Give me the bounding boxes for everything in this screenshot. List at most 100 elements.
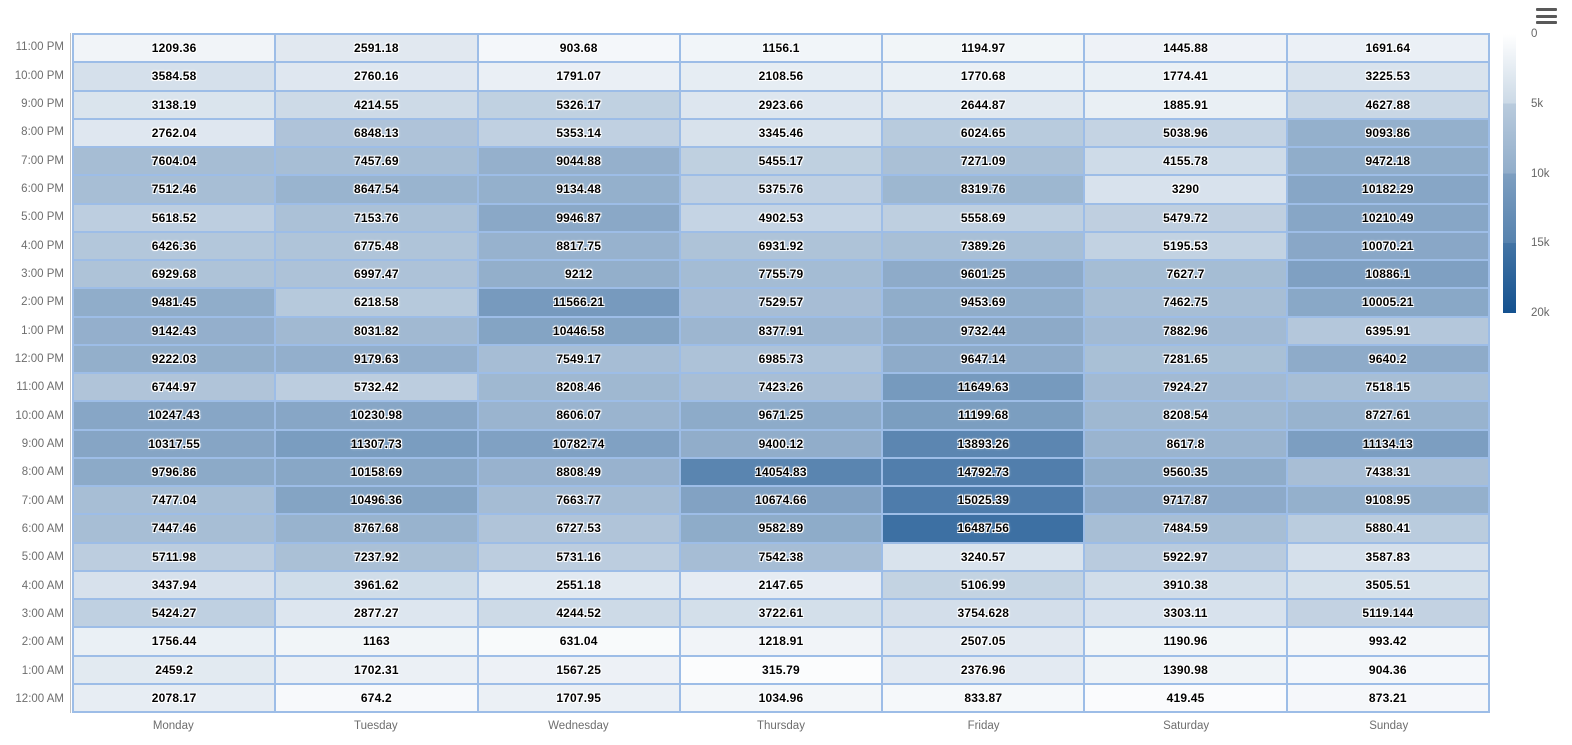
heatmap-cell[interactable]: 9472.18 [1287, 148, 1488, 175]
heatmap-cell[interactable]: 1218.91 [680, 628, 882, 655]
heatmap-cell[interactable]: 1445.88 [1085, 35, 1286, 62]
heatmap-cell[interactable]: 3437.94 [74, 571, 275, 598]
heatmap-cell[interactable]: 2760.16 [276, 63, 477, 90]
heatmap-cell[interactable]: 7477.04 [74, 487, 275, 514]
heatmap-cell[interactable]: 2108.56 [680, 63, 882, 90]
heatmap-cell[interactable]: 7549.17 [478, 345, 679, 372]
heatmap-cell[interactable]: 1156.1 [680, 35, 882, 62]
heatmap-cell[interactable]: 3240.57 [883, 543, 1084, 570]
heatmap-cell[interactable]: 3290 [1085, 176, 1286, 203]
heatmap-cell[interactable]: 5618.52 [74, 204, 275, 231]
heatmap-cell[interactable]: 4214.55 [276, 91, 477, 118]
heatmap-cell[interactable]: 5922.97 [1085, 543, 1286, 570]
heatmap-cell[interactable]: 11134.13 [1287, 430, 1488, 457]
heatmap-cell[interactable]: 674.2 [276, 684, 477, 711]
heatmap-cell[interactable]: 9093.86 [1287, 119, 1488, 146]
heatmap-cell[interactable]: 8817.75 [478, 232, 679, 259]
heatmap-cell[interactable]: 6218.58 [276, 289, 477, 316]
heatmap-cell[interactable]: 9560.35 [1085, 458, 1286, 485]
heatmap-cell[interactable]: 8808.49 [478, 458, 679, 485]
heatmap-cell[interactable]: 3754.628 [883, 600, 1084, 627]
heatmap-cell[interactable]: 9732.44 [883, 317, 1084, 344]
heatmap-cell[interactable]: 9212 [478, 261, 679, 288]
heatmap-cell[interactable]: 2762.04 [74, 119, 275, 146]
heatmap-cell[interactable]: 6744.97 [74, 374, 275, 401]
heatmap-cell[interactable]: 5353.14 [478, 119, 679, 146]
heatmap-cell[interactable]: 3345.46 [680, 119, 882, 146]
heatmap-cell[interactable]: 10674.66 [680, 487, 882, 514]
heatmap-cell[interactable]: 5326.17 [478, 91, 679, 118]
heatmap-cell[interactable]: 8617.8 [1085, 430, 1286, 457]
heatmap-cell[interactable]: 5880.41 [1287, 515, 1488, 542]
heatmap-cell[interactable]: 1209.36 [74, 35, 275, 62]
heatmap-cell[interactable]: 9453.69 [883, 289, 1084, 316]
heatmap-cell[interactable]: 7627.7 [1085, 261, 1286, 288]
heatmap-cell[interactable]: 6985.73 [680, 345, 882, 372]
heatmap-cell[interactable]: 15025.39 [883, 487, 1084, 514]
heatmap-cell[interactable]: 9582.89 [680, 515, 882, 542]
heatmap-cell[interactable]: 7447.46 [74, 515, 275, 542]
heatmap-cell[interactable]: 993.42 [1287, 628, 1488, 655]
heatmap-cell[interactable]: 903.68 [478, 35, 679, 62]
heatmap-cell[interactable]: 5195.53 [1085, 232, 1286, 259]
heatmap-cell[interactable]: 6848.13 [276, 119, 477, 146]
heatmap-cell[interactable]: 1390.98 [1085, 656, 1286, 683]
heatmap-cell[interactable]: 5732.42 [276, 374, 477, 401]
heatmap-cell[interactable]: 5711.98 [74, 543, 275, 570]
heatmap-cell[interactable]: 6929.68 [74, 261, 275, 288]
heatmap-cell[interactable]: 7924.27 [1085, 374, 1286, 401]
heatmap-cell[interactable]: 16487.56 [883, 515, 1084, 542]
heatmap-cell[interactable]: 2923.66 [680, 91, 882, 118]
heatmap-cell[interactable]: 7512.46 [74, 176, 275, 203]
heatmap-cell[interactable]: 8727.61 [1287, 402, 1488, 429]
heatmap-cell[interactable]: 8377.91 [680, 317, 882, 344]
heatmap-cell[interactable]: 7237.92 [276, 543, 477, 570]
heatmap-cell[interactable]: 10317.55 [74, 430, 275, 457]
heatmap-cell[interactable]: 6426.36 [74, 232, 275, 259]
heatmap-cell[interactable]: 4627.88 [1287, 91, 1488, 118]
heatmap-cell[interactable]: 7484.59 [1085, 515, 1286, 542]
heatmap-cell[interactable]: 8647.54 [276, 176, 477, 203]
heatmap-cell[interactable]: 9601.25 [883, 261, 1084, 288]
heatmap-cell[interactable]: 8767.68 [276, 515, 477, 542]
heatmap-cell[interactable]: 1770.68 [883, 63, 1084, 90]
heatmap-cell[interactable]: 3961.62 [276, 571, 477, 598]
heatmap-cell[interactable]: 9400.12 [680, 430, 882, 457]
heatmap-cell[interactable]: 1791.07 [478, 63, 679, 90]
heatmap-cell[interactable]: 11649.63 [883, 374, 1084, 401]
heatmap-cell[interactable]: 1774.41 [1085, 63, 1286, 90]
heatmap-cell[interactable]: 1567.25 [478, 656, 679, 683]
heatmap-cell[interactable]: 10230.98 [276, 402, 477, 429]
heatmap-cell[interactable]: 1034.96 [680, 684, 882, 711]
heatmap-cell[interactable]: 6727.53 [478, 515, 679, 542]
heatmap-cell[interactable]: 7389.26 [883, 232, 1084, 259]
heatmap-cell[interactable]: 4244.52 [478, 600, 679, 627]
heatmap-cell[interactable]: 3587.83 [1287, 543, 1488, 570]
heatmap-cell[interactable]: 9640.2 [1287, 345, 1488, 372]
heatmap-cell[interactable]: 9044.88 [478, 148, 679, 175]
heatmap-cell[interactable]: 3722.61 [680, 600, 882, 627]
heatmap-cell[interactable]: 9179.63 [276, 345, 477, 372]
heatmap-cell[interactable]: 6997.47 [276, 261, 477, 288]
heatmap-cell[interactable]: 9134.48 [478, 176, 679, 203]
heatmap-cell[interactable]: 10782.74 [478, 430, 679, 457]
heatmap-cell[interactable]: 3225.53 [1287, 63, 1488, 90]
heatmap-cell[interactable]: 5479.72 [1085, 204, 1286, 231]
heatmap-cell[interactable]: 9481.45 [74, 289, 275, 316]
heatmap-cell[interactable]: 3505.51 [1287, 571, 1488, 598]
heatmap-cell[interactable]: 1885.91 [1085, 91, 1286, 118]
heatmap-cell[interactable]: 8208.54 [1085, 402, 1286, 429]
heatmap-cell[interactable]: 7438.31 [1287, 458, 1488, 485]
heatmap-cell[interactable]: 7423.26 [680, 374, 882, 401]
heatmap-cell[interactable]: 6024.65 [883, 119, 1084, 146]
heatmap-cell[interactable]: 8031.82 [276, 317, 477, 344]
heatmap-cell[interactable]: 315.79 [680, 656, 882, 683]
heatmap-cell[interactable]: 9671.25 [680, 402, 882, 429]
heatmap-cell[interactable]: 419.45 [1085, 684, 1286, 711]
heatmap-cell[interactable]: 3910.38 [1085, 571, 1286, 598]
heatmap-cell[interactable]: 7529.57 [680, 289, 882, 316]
heatmap-cell[interactable]: 833.87 [883, 684, 1084, 711]
heatmap-cell[interactable]: 6775.48 [276, 232, 477, 259]
heatmap-cell[interactable]: 14054.83 [680, 458, 882, 485]
heatmap-cell[interactable]: 10247.43 [74, 402, 275, 429]
